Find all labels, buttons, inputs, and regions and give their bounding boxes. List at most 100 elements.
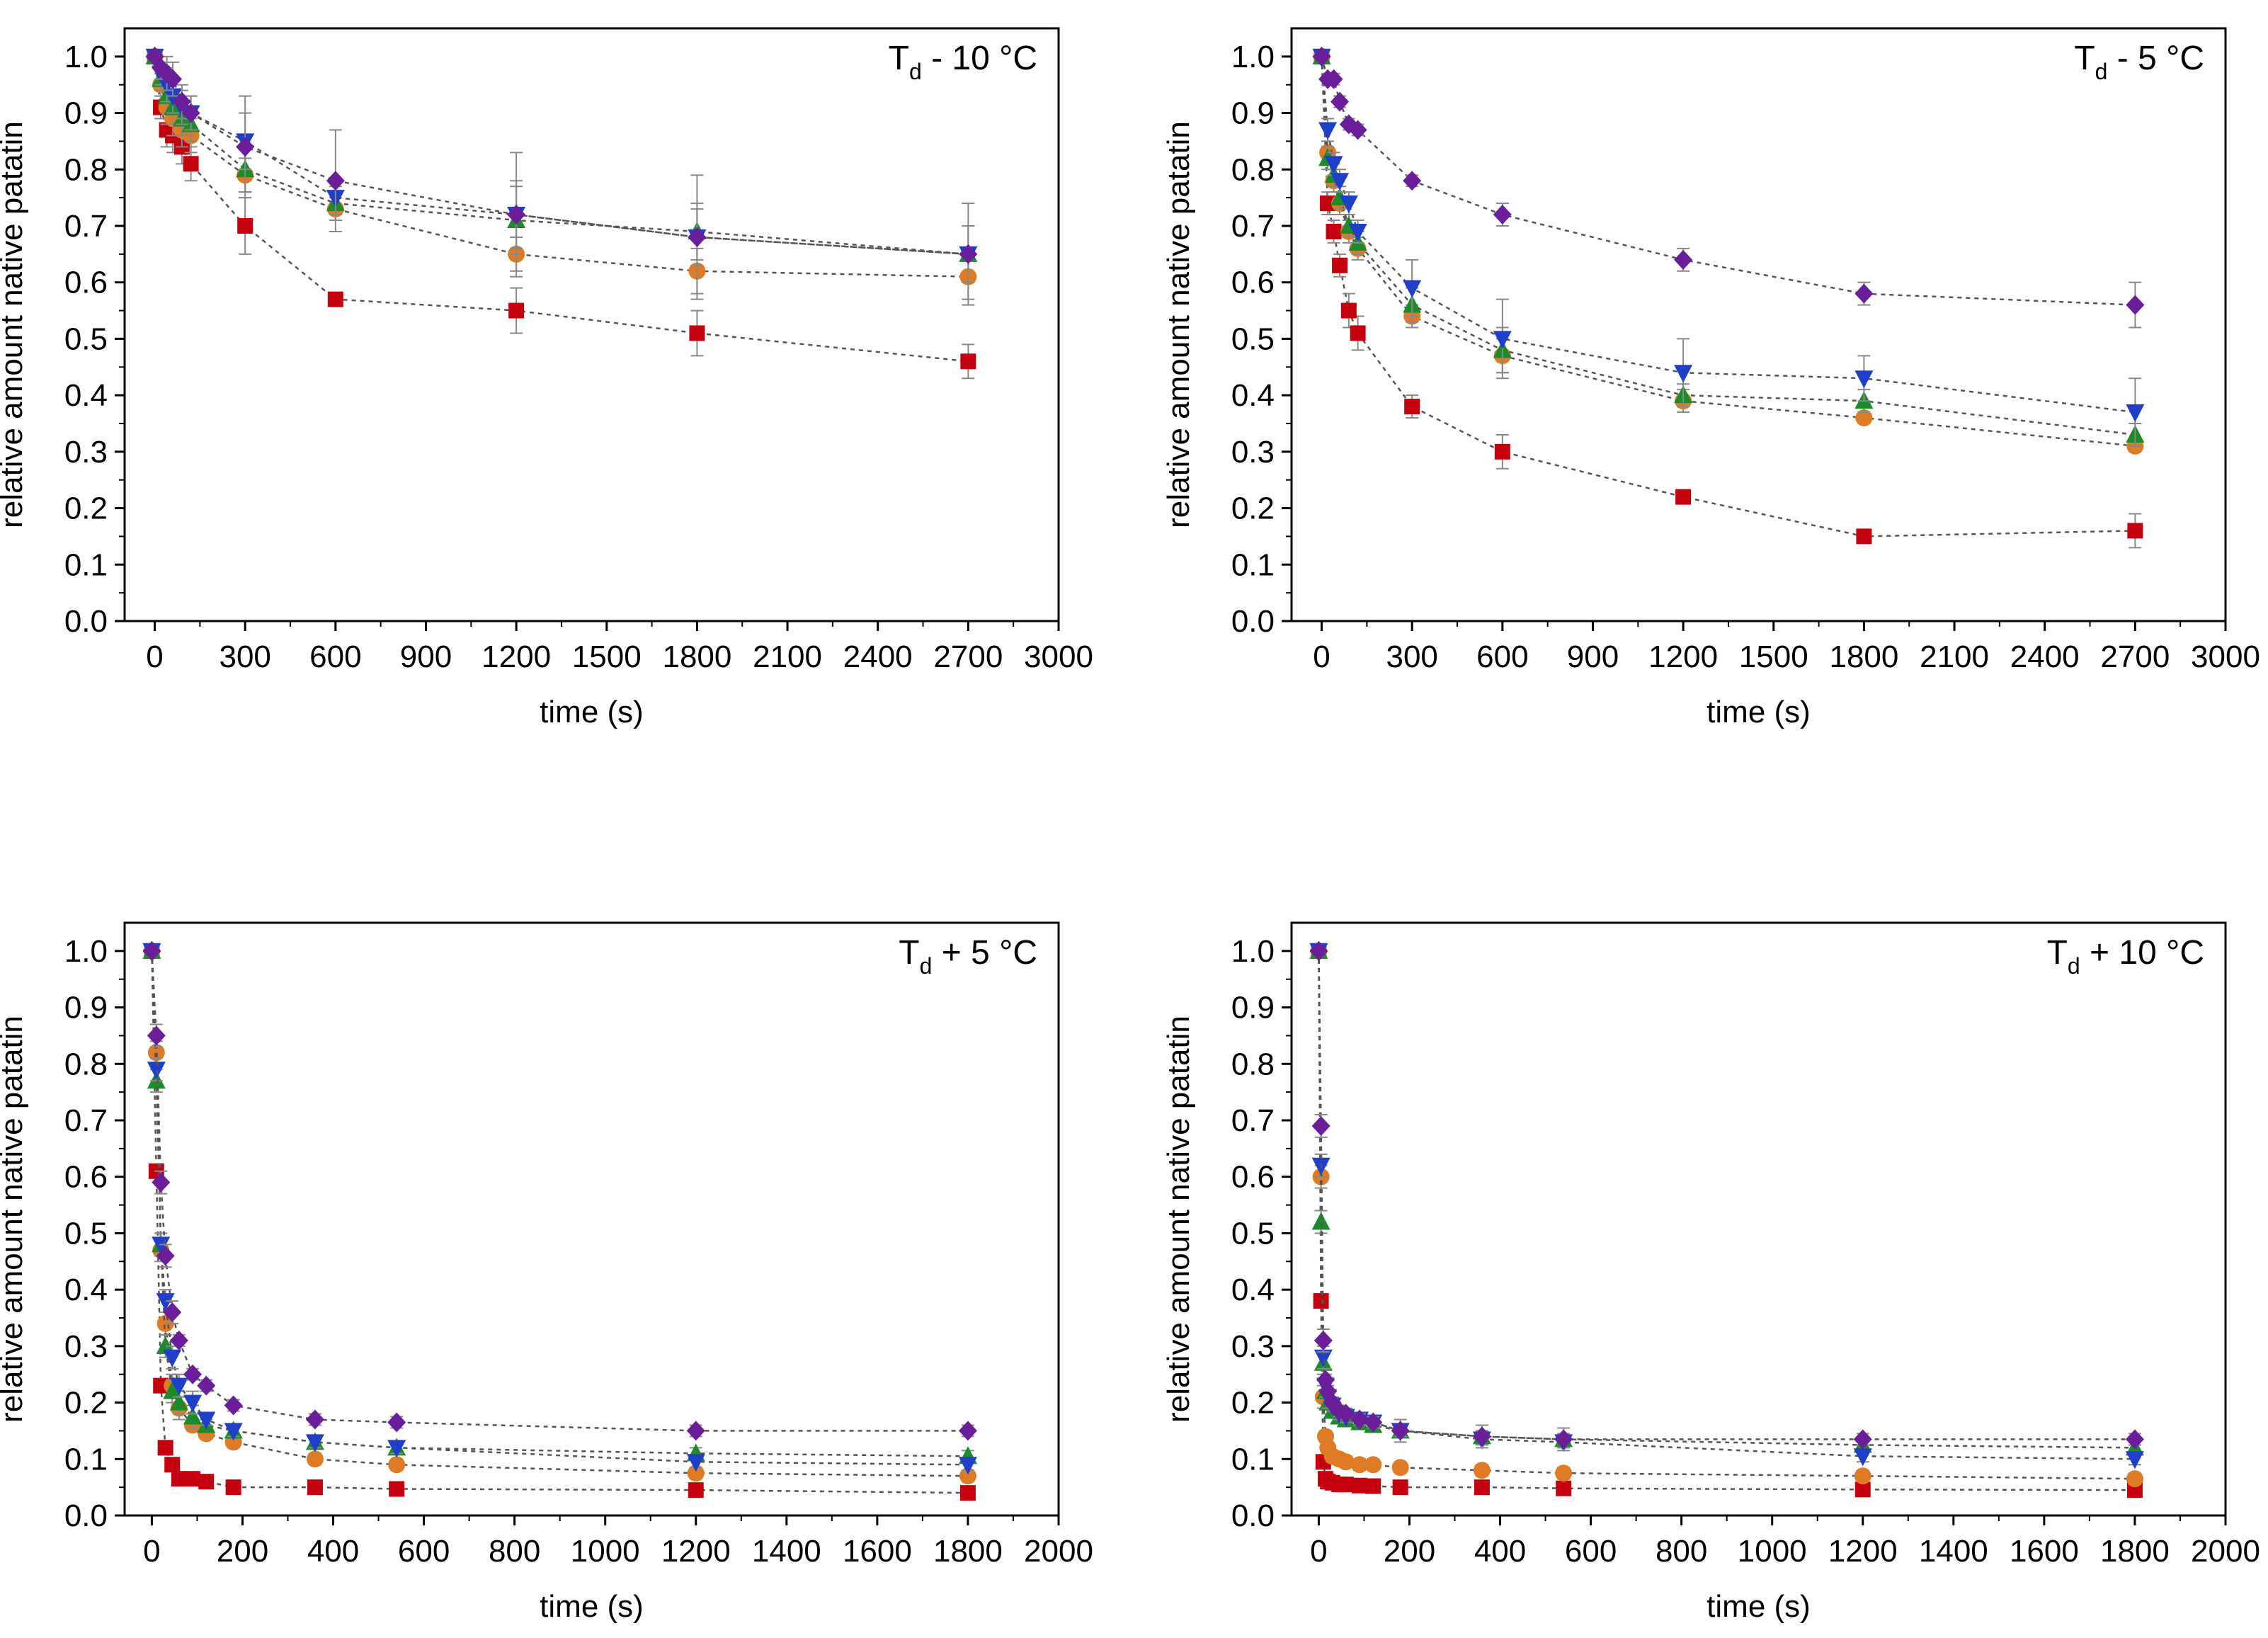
x-tick-label: 1600 <box>2010 1534 2079 1569</box>
data-point <box>1339 195 1358 214</box>
panel-title: Td + 5 °C <box>899 934 1037 979</box>
x-tick-label: 400 <box>1474 1534 1526 1569</box>
series-orange <box>146 47 977 300</box>
data-point <box>1350 325 1366 341</box>
data-point <box>1348 223 1367 241</box>
data-point <box>224 1423 243 1441</box>
x-tick-label: 900 <box>1567 639 1619 674</box>
data-point <box>959 1485 976 1501</box>
data-point <box>181 103 200 123</box>
y-tick-label: 0.3 <box>64 1329 108 1364</box>
data-point <box>1352 1477 1368 1494</box>
data-point <box>1364 1412 1383 1433</box>
x-tick-label: 200 <box>1384 1534 1435 1569</box>
data-point <box>197 1411 216 1430</box>
series-fit-line <box>154 56 969 256</box>
data-point <box>306 1450 324 1468</box>
series-fit-line <box>1318 950 2135 1440</box>
data-point <box>157 1440 173 1456</box>
x-tick-label: 1800 <box>1829 639 1898 674</box>
data-point <box>326 171 345 191</box>
data-point <box>171 1471 187 1487</box>
x-tick-label: 1000 <box>571 1534 640 1569</box>
y-tick-label: 0.0 <box>1231 1498 1275 1533</box>
x-tick-label: 2000 <box>2191 1534 2260 1569</box>
y-tick-label: 0.7 <box>1231 1103 1275 1138</box>
data-point <box>1332 257 1348 273</box>
x-tick-label: 600 <box>1565 1534 1617 1569</box>
data-point <box>156 1293 175 1312</box>
x-tick-label: 600 <box>1476 639 1528 674</box>
data-point <box>959 1467 976 1485</box>
series-orange <box>143 942 976 1485</box>
data-point <box>2126 295 2145 315</box>
series-fit-line <box>1321 56 2136 538</box>
panel-title-rest: - 10 °C <box>922 40 1037 77</box>
data-point <box>1555 1464 1573 1482</box>
data-point <box>163 1349 182 1367</box>
y-tick-label: 0.8 <box>1231 152 1275 187</box>
series-fit-line <box>151 950 968 1432</box>
y-tick-label: 0.2 <box>1231 491 1275 526</box>
data-point <box>2127 523 2143 539</box>
data-point <box>1392 1479 1408 1496</box>
data-point <box>1674 249 1693 270</box>
data-point <box>689 325 705 341</box>
data-point <box>1311 1115 1330 1136</box>
data-point <box>147 1025 166 1046</box>
x-tick-label: 2400 <box>2010 639 2080 674</box>
y-tick-label: 1.0 <box>64 934 108 969</box>
y-axis-label: relative amount native patatin <box>0 121 29 528</box>
data-point <box>1472 1426 1491 1447</box>
y-tick-label: 0.4 <box>64 378 108 413</box>
data-point <box>169 1330 188 1350</box>
data-point <box>169 1392 188 1411</box>
series-blue <box>1309 943 2144 1469</box>
y-tick-label: 0.7 <box>1231 209 1275 244</box>
data-point <box>307 1479 323 1496</box>
data-point <box>1313 1293 1329 1309</box>
x-tick-label: 0 <box>143 1534 160 1569</box>
x-tick-label: 1400 <box>752 1534 821 1569</box>
data-point <box>156 1246 175 1266</box>
data-point <box>1336 1404 1355 1424</box>
x-tick-label: 0 <box>1310 1534 1327 1569</box>
y-tick-label: 1.0 <box>64 40 108 74</box>
data-point <box>183 1394 203 1413</box>
series-fit-line <box>151 950 968 1477</box>
data-point <box>507 205 526 225</box>
data-point <box>1318 122 1338 140</box>
data-point <box>1675 489 1692 505</box>
data-point <box>198 1474 215 1490</box>
series-fit-line <box>1321 56 2136 436</box>
series-red <box>1311 943 2143 1498</box>
x-tick-label: 900 <box>400 639 452 674</box>
chart-panel-2: 0.0 0.1 0.2 0.3 0.4 0.5 0.6 0.7 0.8 0.9 1.0 0 300 600… <box>1161 27 2260 729</box>
series-fit-line <box>1318 950 2135 1449</box>
data-point <box>183 1364 203 1384</box>
x-tick-label: 1800 <box>933 1534 1003 1569</box>
data-point <box>1391 1459 1409 1477</box>
panel-title-main: T <box>889 40 909 77</box>
data-point <box>1326 223 1342 239</box>
x-tick-label: 2400 <box>843 639 913 674</box>
data-point <box>1337 1453 1355 1471</box>
y-tick-label: 0.5 <box>64 1216 108 1251</box>
panel-title-rest: - 5 °C <box>2107 40 2204 77</box>
x-tick-label: 2000 <box>1024 1534 1093 1569</box>
data-point <box>1312 46 1331 67</box>
y-tick-label: 0.8 <box>1231 1047 1275 1081</box>
data-point <box>687 1464 705 1482</box>
y-tick-label: 0.5 <box>1231 322 1275 356</box>
y-tick-label: 0.1 <box>1231 1442 1275 1477</box>
data-point <box>147 1062 166 1080</box>
series-fit-line <box>1321 56 2136 306</box>
series-red <box>144 943 976 1501</box>
data-point <box>142 940 161 961</box>
series-fit-line <box>1318 950 2135 1491</box>
data-point <box>1404 399 1420 415</box>
data-point <box>1403 171 1422 191</box>
x-tick-label: 1800 <box>2100 1534 2170 1569</box>
series-fit-line <box>154 56 969 363</box>
